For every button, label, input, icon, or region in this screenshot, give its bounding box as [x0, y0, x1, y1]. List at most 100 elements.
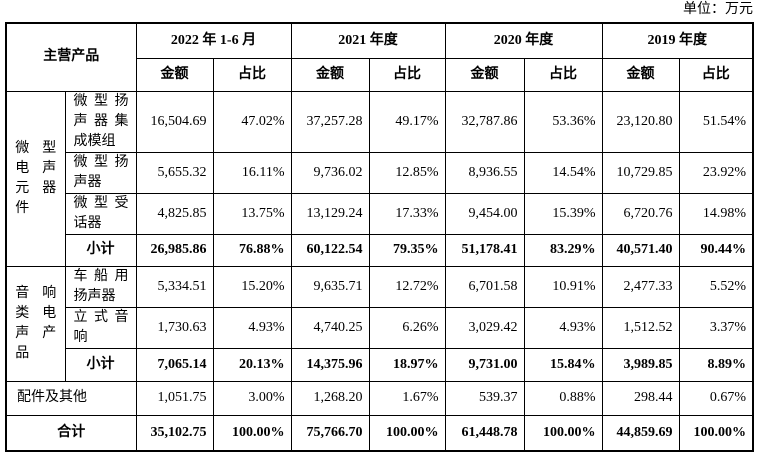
share-cell: 100.00% — [212, 414, 292, 452]
amount-cell: 16,504.69 — [135, 90, 214, 153]
amount-cell: 5,334.51 — [135, 265, 214, 308]
table-row: 微型电声元器件 微型扬声器集成模组 16,504.69 47.02% 37,25… — [5, 90, 754, 267]
group-label: 音响类电声产品 — [15, 285, 57, 361]
revenue-by-product-table: 主营产品 2022 年 1-6 月 2021 年度 2020 年度 2019 年… — [5, 22, 755, 452]
product-cell: 微型扬声器 — [64, 151, 137, 194]
product-label: 微型扬声器集成模组 — [73, 93, 129, 149]
share-cell: 1.67% — [368, 380, 446, 416]
amount-cell: 1,512.52 — [601, 306, 680, 349]
share-cell: 100.00% — [523, 414, 603, 452]
share-cell: 12.72% — [368, 265, 446, 308]
share-cell: 5.52% — [678, 265, 754, 308]
share-cell: 76.88% — [212, 233, 292, 267]
header-period: 2020 年度 — [444, 22, 603, 59]
share-cell: 10.91% — [523, 265, 603, 308]
product-cell: 车船用扬声器 — [64, 265, 137, 308]
share-cell: 17.33% — [368, 192, 446, 235]
amount-cell: 1,051.75 — [135, 380, 214, 416]
amount-cell: 44,859.69 — [601, 414, 680, 452]
share-cell: 20.13% — [212, 347, 292, 382]
share-cell: 18.97% — [368, 347, 446, 382]
share-cell: 12.85% — [368, 151, 446, 194]
other-label: 配件及其他 — [5, 380, 137, 416]
share-cell: 14.54% — [523, 151, 603, 194]
amount-cell: 9,635.71 — [290, 265, 370, 308]
share-cell: 83.29% — [523, 233, 603, 267]
product-cell: 立式音响 — [64, 306, 137, 349]
table-row: 微型受话器 4,825.85 13.75% 13,129.24 17.33% 9… — [6, 192, 754, 235]
header-period: 2021 年度 — [290, 22, 446, 59]
amount-cell: 7,065.14 — [135, 347, 214, 382]
share-cell: 15.20% — [212, 265, 292, 308]
share-cell: 0.67% — [678, 380, 754, 416]
unit-label: 单位：万元 — [683, 2, 753, 17]
share-cell: 16.11% — [212, 151, 292, 194]
share-cell: 100.00% — [368, 414, 446, 452]
amount-cell: 1,268.20 — [290, 380, 370, 416]
subtotal-label: 小计 — [64, 233, 137, 267]
header-period: 2019 年度 — [601, 22, 754, 59]
amount-cell: 3,029.42 — [444, 306, 525, 349]
product-label: 车船用扬声器 — [73, 268, 129, 304]
amount-cell: 10,729.85 — [601, 151, 680, 194]
share-cell: 4.93% — [523, 306, 603, 349]
amount-cell: 2,477.33 — [601, 265, 680, 308]
amount-cell: 51,178.41 — [444, 233, 525, 267]
share-cell: 47.02% — [212, 90, 292, 153]
amount-cell: 61,448.78 — [444, 414, 525, 452]
header-amount: 金额 — [290, 57, 370, 92]
amount-cell: 35,102.75 — [135, 414, 214, 452]
amount-cell: 9,736.02 — [290, 151, 370, 194]
amount-cell: 4,825.85 — [135, 192, 214, 235]
share-cell: 53.36% — [523, 90, 603, 153]
total-label: 合计 — [5, 414, 137, 452]
header-amount: 金额 — [601, 57, 680, 92]
share-cell: 13.75% — [212, 192, 292, 235]
header-share: 占比 — [523, 57, 603, 92]
amount-cell: 75,766.70 — [290, 414, 370, 452]
amount-cell: 5,655.32 — [135, 151, 214, 194]
header-period: 2022 年 1-6 月 — [135, 22, 292, 59]
share-cell: 3.00% — [212, 380, 292, 416]
amount-cell: 37,257.28 — [290, 90, 370, 153]
amount-cell: 13,129.24 — [290, 192, 370, 235]
product-cell: 微型受话器 — [64, 192, 137, 235]
share-cell: 3.37% — [678, 306, 754, 349]
amount-cell: 26,985.86 — [135, 233, 214, 267]
subtotal-label: 小计 — [64, 347, 137, 382]
subtotal-row: 小计 7,065.14 20.13% 14,375.96 18.97% 9,73… — [6, 347, 754, 382]
amount-cell: 4,740.25 — [290, 306, 370, 349]
amount-cell: 3,989.85 — [601, 347, 680, 382]
share-cell: 51.54% — [678, 90, 754, 153]
share-cell: 8.89% — [678, 347, 754, 382]
group-label: 微型电声元器件 — [15, 140, 57, 216]
amount-cell: 9,731.00 — [444, 347, 525, 382]
table-row: 立式音响 1,730.63 4.93% 4,740.25 6.26% 3,029… — [6, 306, 754, 349]
share-cell: 4.93% — [212, 306, 292, 349]
amount-cell: 32,787.86 — [444, 90, 525, 153]
header-share: 占比 — [212, 57, 292, 92]
share-cell: 79.35% — [368, 233, 446, 267]
table-row: 微型扬声器 5,655.32 16.11% 9,736.02 12.85% 8,… — [6, 151, 754, 194]
header-share: 占比 — [368, 57, 446, 92]
product-cell: 微型扬声器集成模组 — [64, 90, 137, 153]
amount-cell: 14,375.96 — [290, 347, 370, 382]
header-row: 主营产品 2022 年 1-6 月 2021 年度 2020 年度 2019 年… — [5, 22, 754, 92]
share-cell: 15.39% — [523, 192, 603, 235]
header-row: 金额 占比 金额 占比 金额 占比 金额 占比 — [6, 57, 754, 92]
product-label: 立式音响 — [73, 309, 129, 345]
amount-cell: 6,720.76 — [601, 192, 680, 235]
share-cell: 14.98% — [678, 192, 754, 235]
share-cell: 49.17% — [368, 90, 446, 153]
share-cell: 90.44% — [678, 233, 754, 267]
table-row: 配件及其他 1,051.75 3.00% 1,268.20 1.67% 539.… — [5, 380, 754, 416]
share-cell: 23.92% — [678, 151, 754, 194]
share-cell: 6.26% — [368, 306, 446, 349]
amount-cell: 23,120.80 — [601, 90, 680, 153]
header-share: 占比 — [678, 57, 754, 92]
product-label: 微型受话器 — [73, 195, 129, 231]
amount-cell: 298.44 — [601, 380, 680, 416]
amount-cell: 1,730.63 — [135, 306, 214, 349]
header-amount: 金额 — [135, 57, 214, 92]
share-cell: 15.84% — [523, 347, 603, 382]
